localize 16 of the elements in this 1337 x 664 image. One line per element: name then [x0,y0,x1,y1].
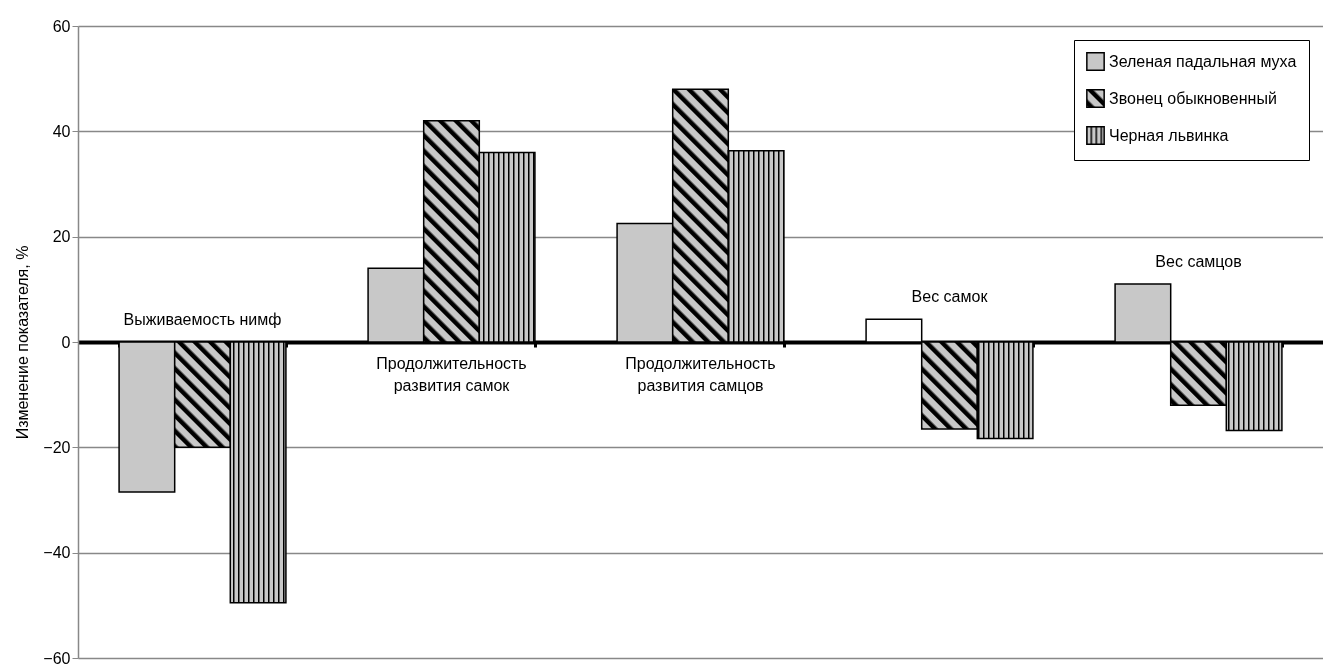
x-tick-label: Выживаемость нимф [123,311,282,328]
y-tick-label: −40 [43,544,71,562]
legend-label: Зеленая падальная муха [1109,52,1297,70]
x-tick-label: Продолжительность развития самцов [625,355,776,394]
y-tick-label: 40 [52,122,71,140]
x-tick-label: Вес самцов [1155,253,1242,271]
x-tick-label: Продолжительность развития самок [376,355,527,394]
legend-label: Черная львинка [1109,126,1229,144]
x-tick-label: Вес самок [911,288,989,306]
y-tick-label: 60 [52,17,71,35]
y-axis-title: Изменение показателя, % [14,245,32,440]
y-tick-label: −20 [43,438,71,456]
y-tick-label: −60 [43,649,71,664]
y-tick-label: 20 [52,228,71,246]
legend-label: Звонец обыкновенный [1109,89,1277,107]
y-tick-label: 0 [61,333,71,351]
